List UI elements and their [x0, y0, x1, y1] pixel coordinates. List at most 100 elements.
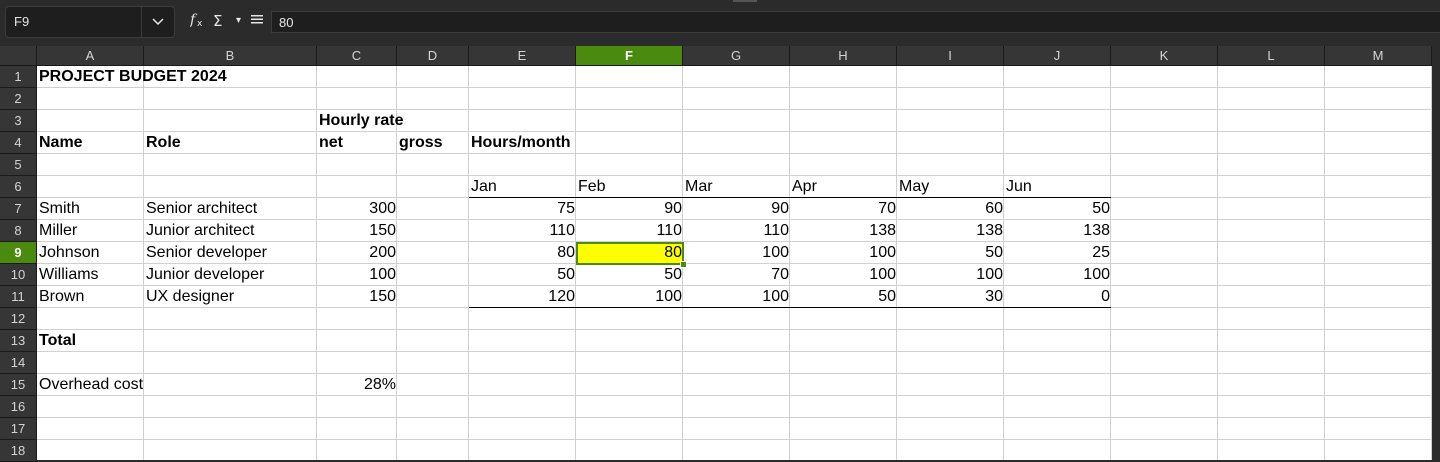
hours-cell[interactable]: 100	[762, 244, 789, 261]
hours-cell[interactable]: 110	[763, 222, 789, 239]
column-header-d[interactable]: D	[397, 46, 469, 66]
hours-cell[interactable]: 50	[664, 266, 682, 283]
hours-cell[interactable]: 70	[878, 200, 896, 217]
name-header[interactable]: Name	[39, 134, 83, 151]
row-header-6[interactable]: 6	[0, 176, 37, 198]
person-name[interactable]: Brown	[39, 288, 85, 305]
row-header-18[interactable]: 18	[0, 440, 37, 462]
cell-area[interactable]: PROJECT BUDGET 2024 Hourly rate Name Rol…	[37, 66, 1432, 460]
row-header-7[interactable]: 7	[0, 198, 37, 220]
role-header[interactable]: Role	[146, 134, 181, 151]
hours-cell[interactable]: 138	[869, 222, 896, 239]
row-header-4[interactable]: 4	[0, 132, 37, 154]
formula-icon[interactable]	[250, 10, 264, 32]
column-header-k[interactable]: K	[1111, 46, 1218, 66]
person-role[interactable]: Junior developer	[146, 266, 265, 283]
hours-cell[interactable]: 100	[762, 288, 789, 305]
net-header[interactable]: net	[319, 134, 343, 151]
month-header[interactable]: Jan	[471, 178, 497, 195]
select-all-corner[interactable]	[0, 46, 37, 66]
row-header-14[interactable]: 14	[0, 352, 37, 374]
person-name[interactable]: Smith	[39, 200, 80, 217]
row-header-16[interactable]: 16	[0, 396, 37, 418]
month-header[interactable]: Mar	[685, 178, 713, 195]
row-header-13[interactable]: 13	[0, 330, 37, 352]
row-header-10[interactable]: 10	[0, 264, 37, 286]
overhead-value[interactable]: 28%	[363, 376, 396, 393]
name-box-value[interactable]: F9	[14, 14, 30, 29]
hours-cell[interactable]: 100	[869, 244, 896, 261]
row-header-1[interactable]: 1	[0, 66, 37, 88]
hours-cell[interactable]: 25	[1092, 244, 1110, 261]
column-header-a[interactable]: A	[37, 46, 144, 66]
month-header[interactable]: Jun	[1006, 178, 1032, 195]
row-header-9[interactable]: 9	[0, 242, 37, 264]
vertical-scrollbar[interactable]	[1432, 66, 1440, 460]
hours-cell[interactable]: 0	[1101, 288, 1110, 305]
hours-cell[interactable]: 100	[976, 266, 1003, 283]
column-header-l[interactable]: L	[1218, 46, 1325, 66]
column-header-j[interactable]: J	[1004, 46, 1111, 66]
hours-cell[interactable]: 100	[1083, 266, 1110, 283]
row-header-17[interactable]: 17	[0, 418, 37, 440]
row-header-8[interactable]: 8	[0, 220, 37, 242]
hours-cell[interactable]: 50	[557, 266, 575, 283]
hourly-rate-header[interactable]: Hourly rate	[319, 112, 404, 129]
column-header-g[interactable]: G	[683, 46, 790, 66]
dropdown-icon[interactable]: ▾	[236, 15, 242, 26]
sum-icon[interactable]: Σ	[213, 12, 223, 30]
net-rate[interactable]: 100	[369, 266, 396, 283]
row-header-12[interactable]: 12	[0, 308, 37, 330]
hours-cell[interactable]: 90	[771, 200, 789, 217]
hours-cell[interactable]: 70	[771, 266, 789, 283]
hours-cell[interactable]: 138	[976, 222, 1003, 239]
net-rate[interactable]: 300	[369, 200, 396, 217]
person-name[interactable]: Miller	[39, 222, 78, 239]
month-header[interactable]: Apr	[792, 178, 817, 195]
column-header-m[interactable]: M	[1325, 46, 1432, 66]
selected-cell-f9[interactable]	[576, 242, 684, 265]
hours-cell[interactable]: 138	[1083, 222, 1110, 239]
hours-cell[interactable]: 60	[985, 200, 1003, 217]
hours-cell[interactable]: 110	[656, 222, 682, 239]
person-role[interactable]: UX designer	[146, 288, 235, 305]
row-header-5[interactable]: 5	[0, 154, 37, 176]
hours-month-header[interactable]: Hours/month	[471, 134, 571, 151]
row-header-11[interactable]: 11	[0, 286, 37, 308]
person-role[interactable]: Senior developer	[146, 244, 267, 261]
hours-cell[interactable]: 50	[985, 244, 1003, 261]
month-header[interactable]: May	[899, 178, 930, 195]
person-name[interactable]: Johnson	[39, 244, 100, 261]
hours-cell[interactable]: 50	[1092, 200, 1110, 217]
column-header-i[interactable]: I	[897, 46, 1004, 66]
name-box[interactable]: F9	[5, 6, 175, 38]
fill-handle[interactable]	[680, 261, 687, 268]
row-header-3[interactable]: 3	[0, 110, 37, 132]
hours-cell[interactable]: 90	[664, 200, 682, 217]
column-header-f[interactable]: F	[576, 46, 683, 66]
column-header-c[interactable]: C	[317, 46, 397, 66]
person-role[interactable]: Senior architect	[146, 200, 258, 217]
net-rate[interactable]: 150	[369, 222, 396, 239]
month-header[interactable]: Feb	[578, 178, 606, 195]
row-header-2[interactable]: 2	[0, 88, 37, 110]
hours-cell[interactable]: 120	[548, 288, 575, 305]
hours-cell[interactable]: 100	[655, 288, 682, 305]
sheet-title[interactable]: PROJECT BUDGET 2024	[39, 68, 227, 85]
column-header-b[interactable]: B	[144, 46, 317, 66]
hours-cell[interactable]: 80	[664, 244, 682, 261]
hours-cell[interactable]: 75	[557, 200, 575, 217]
hours-cell[interactable]: 110	[549, 222, 575, 239]
hours-cell[interactable]: 50	[878, 288, 896, 305]
row-header-15[interactable]: 15	[0, 374, 37, 396]
column-header-e[interactable]: E	[469, 46, 576, 66]
column-header-h[interactable]: H	[790, 46, 897, 66]
person-role[interactable]: Junior architect	[146, 222, 255, 239]
total-label[interactable]: Total	[39, 332, 77, 349]
gross-header[interactable]: gross	[399, 134, 443, 151]
chevron-down-icon[interactable]	[141, 7, 174, 37]
overhead-label[interactable]: Overhead cost	[39, 376, 144, 393]
net-rate[interactable]: 150	[369, 288, 396, 305]
net-rate[interactable]: 200	[369, 244, 396, 261]
